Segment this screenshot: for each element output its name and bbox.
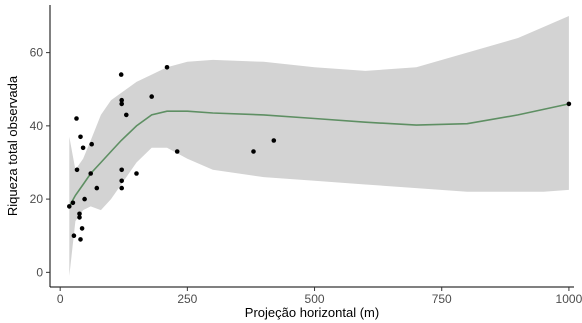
smooth-line-layer (68, 103, 570, 207)
data-point (119, 167, 124, 173)
data-point (118, 72, 124, 77)
data-point (124, 112, 129, 118)
data-point (67, 204, 72, 209)
data-point (119, 185, 124, 191)
x-tick-label: 500 (305, 292, 325, 306)
x-axis-title: Projeção horizontal (m) (245, 305, 379, 320)
data-point (566, 101, 572, 107)
confidence-band (69, 16, 569, 276)
data-point (78, 134, 83, 140)
data-point (80, 145, 86, 151)
data-point (149, 94, 154, 99)
y-tick-label: 40 (30, 119, 44, 133)
data-point (134, 171, 139, 176)
data-point (89, 141, 94, 147)
data-point (119, 101, 124, 107)
data-point (119, 97, 124, 103)
data-point (74, 116, 79, 121)
data-point (119, 178, 124, 184)
data-point (82, 196, 87, 202)
data-point (77, 215, 82, 220)
data-point (251, 149, 256, 154)
data-point (78, 237, 83, 242)
data-point (74, 167, 80, 173)
x-tick-label: 1000 (556, 292, 582, 306)
data-point (94, 185, 100, 191)
data-point (79, 226, 85, 231)
axes-layer: 0 20 40 60 0 250 500 750 1000 (30, 5, 582, 306)
data-point (71, 233, 77, 238)
data-point (77, 211, 82, 217)
y-tick-label: 60 (30, 46, 44, 60)
y-axis-title: Riqueza total observada (5, 75, 20, 216)
y-tick-label: 20 (30, 192, 44, 206)
data-points-layer (67, 65, 572, 242)
x-tick-label: 750 (432, 292, 452, 306)
x-tick-label: 0 (57, 292, 64, 306)
data-point (174, 149, 180, 154)
data-point (88, 171, 93, 176)
data-point (70, 200, 76, 206)
data-point (271, 138, 277, 143)
x-tick-label: 250 (177, 292, 197, 306)
smooth-line (68, 103, 570, 207)
data-point (164, 65, 170, 70)
y-tick-label: 0 (36, 265, 43, 279)
confidence-band-layer (69, 16, 569, 276)
